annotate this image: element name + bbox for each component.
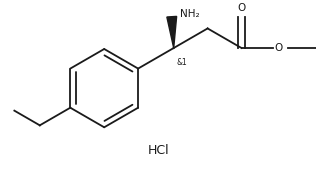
Polygon shape: [167, 16, 177, 48]
Text: O: O: [275, 43, 283, 53]
Text: &1: &1: [177, 58, 187, 67]
Text: HCl: HCl: [148, 144, 170, 157]
Text: O: O: [237, 3, 246, 13]
Text: NH₂: NH₂: [180, 9, 199, 19]
